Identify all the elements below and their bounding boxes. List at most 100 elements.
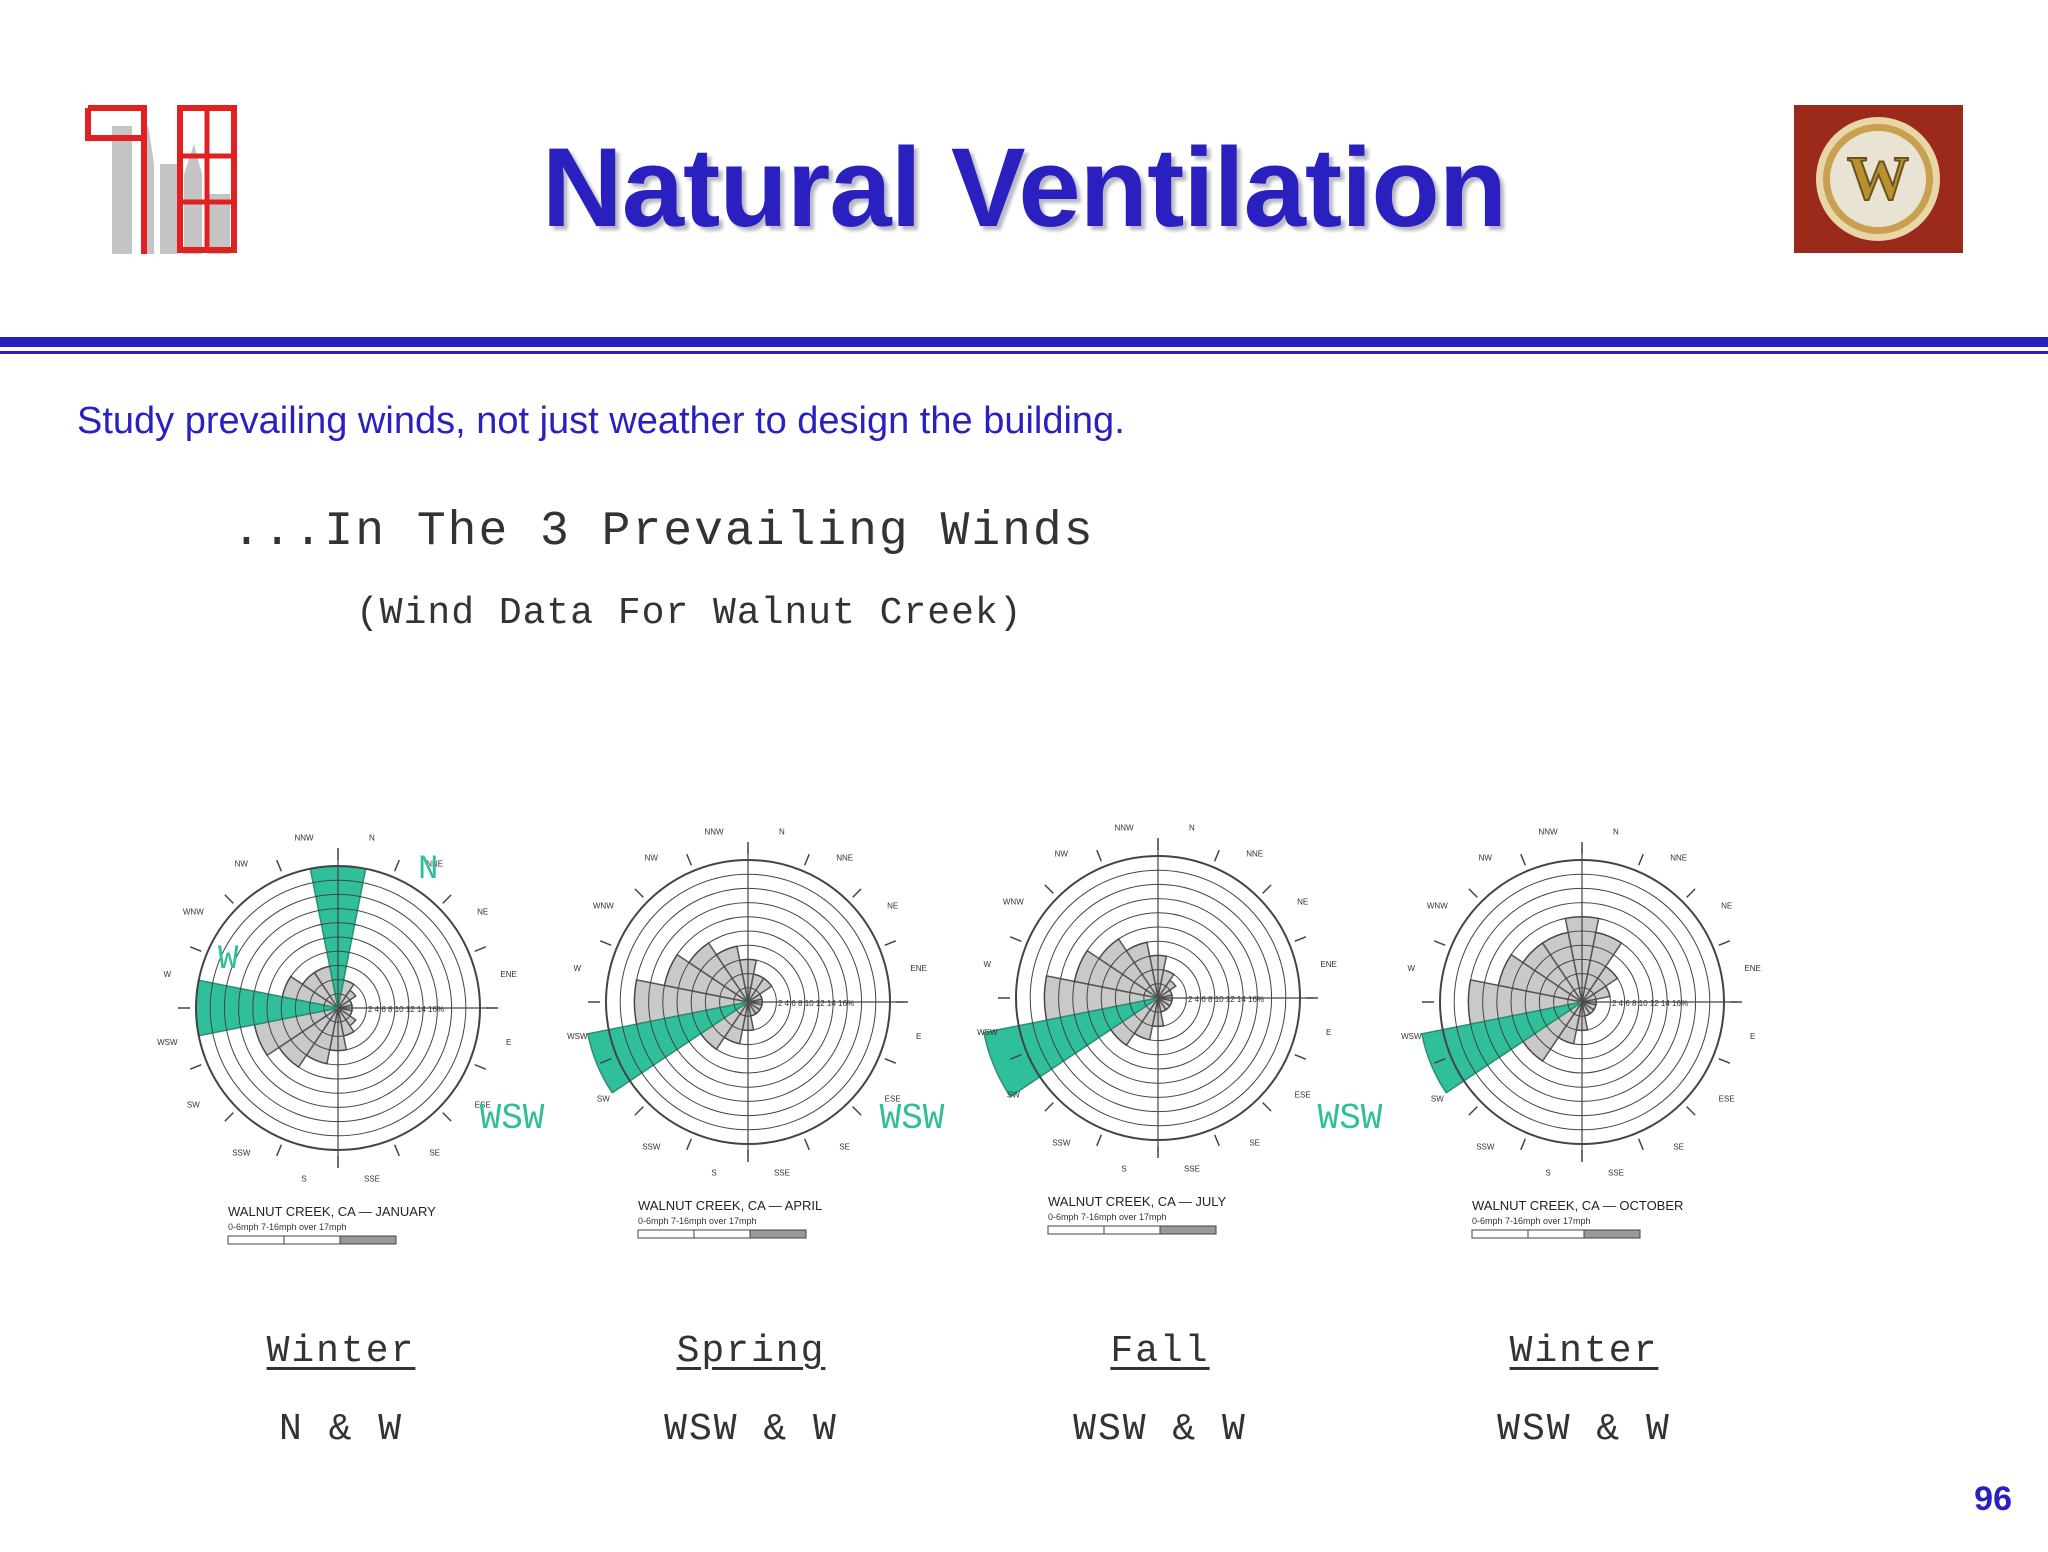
rose-tick (686, 853, 693, 866)
subtitle: Study prevailing winds, not just weather… (77, 400, 1125, 442)
rose-tick (803, 853, 810, 866)
rose-tick (1213, 1134, 1220, 1147)
direction-label: SE (1249, 1139, 1260, 1148)
scale-label: 2 4 6 8 10 12 14 16% (1188, 995, 1264, 1004)
rose-tick (1262, 884, 1272, 894)
direction-label: S (301, 1175, 306, 1184)
season-label-4: Winter (1509, 1330, 1659, 1373)
wsw-label: WSW (880, 1098, 945, 1139)
city-skyline-logo-icon (85, 105, 237, 254)
rose-legend: 0-6mph 7-16mph over 17mph (228, 1222, 347, 1232)
direction-label: N (779, 827, 785, 836)
rose-tick (1009, 1053, 1022, 1060)
rose-tick (1686, 1106, 1696, 1116)
direction-label: NNW (294, 833, 314, 842)
direction-label: S (1545, 1169, 1550, 1178)
rose-tick (1262, 1102, 1272, 1112)
direction-label: SW (597, 1095, 610, 1104)
rose-tick (393, 859, 400, 872)
direction-label: SSE (1608, 1169, 1624, 1178)
wind-sector (1157, 979, 1177, 999)
rose-caption: WALNUT CREEK, CA — APRIL (638, 1198, 822, 1213)
legend-swatch (339, 1235, 397, 1245)
legend-swatch (227, 1235, 285, 1245)
wsw-label: WSW (1318, 1098, 1383, 1139)
direction-label: WNW (593, 901, 614, 910)
direction-label: ESE (475, 1101, 491, 1110)
rose-caption: WALNUT CREEK, CA — OCTOBER (1472, 1198, 1683, 1213)
rose-tick (634, 1106, 644, 1116)
direction-label: SSW (232, 1149, 251, 1158)
prevailing-wind-sector (983, 997, 1159, 1098)
rose-tick (599, 940, 612, 947)
direction-label: WNW (1427, 901, 1448, 910)
wind-heading: ...In The 3 Prevailing Winds (232, 505, 1095, 559)
rose-tick (1468, 888, 1478, 898)
rose-tick (224, 894, 234, 904)
rose-caption: WALNUT CREEK, CA — JANUARY (228, 1204, 436, 1219)
season-label-2: Spring (676, 1330, 826, 1373)
direction-label: WNW (1003, 897, 1024, 906)
svg-text:W: W (1847, 145, 1909, 213)
direction-label: W (164, 970, 172, 979)
wind-callout: W (218, 941, 239, 979)
season-winds-3: WSW & W (1073, 1408, 1247, 1451)
rose-tick (276, 1144, 283, 1157)
rose-tick (1686, 888, 1696, 898)
direction-label: NW (235, 859, 249, 868)
rose-tick (686, 1138, 693, 1151)
direction-label: SW (1431, 1095, 1444, 1104)
rose-tick (1294, 936, 1307, 943)
direction-label: E (916, 1032, 921, 1041)
direction-label: NW (1055, 849, 1069, 858)
direction-label: SSE (1184, 1165, 1200, 1174)
rose-tick (276, 859, 283, 872)
legend-swatch (637, 1229, 695, 1239)
rose-tick (442, 894, 452, 904)
direction-label: SSE (774, 1169, 790, 1178)
season-winds-1: N & W (278, 1408, 404, 1451)
direction-label: NE (1721, 901, 1732, 910)
direction-label: N (369, 833, 375, 842)
rose-tick (1468, 1106, 1478, 1116)
rose-legend: 0-6mph 7-16mph over 17mph (638, 1216, 757, 1226)
rose-tick (852, 888, 862, 898)
direction-label: ENE (1744, 964, 1760, 973)
direction-label: E (506, 1038, 511, 1047)
legend-swatch (283, 1235, 341, 1245)
direction-label: NNW (1114, 823, 1134, 832)
direction-label: ENE (1320, 960, 1336, 969)
wsw-label: WSW (480, 1098, 545, 1139)
rose-tick (1044, 884, 1054, 894)
season-label-3: Fall (1110, 1330, 1210, 1373)
direction-label: SW (187, 1101, 200, 1110)
direction-label: WSW (1401, 1032, 1422, 1041)
wind-rose-4: N NNE NE ENE E ESE SE SSE S SSW SW WSW W WNW NW NNW 2 4 … (1401, 827, 1761, 1239)
direction-label: SW (1007, 1091, 1020, 1100)
rose-tick (1213, 849, 1220, 862)
scale-label: 2 4 6 8 10 12 14 16% (368, 1005, 444, 1014)
legend-swatch (1527, 1229, 1585, 1239)
wind-sector (337, 989, 357, 1009)
page-number: 96 (1974, 1480, 2012, 1518)
rose-tick (224, 1112, 234, 1122)
rose-legend: 0-6mph 7-16mph over 17mph (1048, 1212, 1167, 1222)
direction-label: NE (887, 901, 898, 910)
direction-label: W (574, 964, 582, 973)
direction-label: N (1189, 823, 1195, 832)
direction-label: ESE (1295, 1091, 1311, 1100)
direction-label: E (1750, 1032, 1755, 1041)
direction-label: S (711, 1169, 716, 1178)
wind-subheading: (Wind Data For Walnut Creek) (356, 592, 1023, 635)
rose-tick (1718, 940, 1731, 947)
rose-tick (1433, 1057, 1446, 1064)
rose-tick (1009, 936, 1022, 943)
rose-tick (442, 1112, 452, 1122)
rose-tick (803, 1138, 810, 1151)
direction-label: ESE (885, 1095, 901, 1104)
prevailing-wind-sector (1420, 1001, 1583, 1094)
season-label-1: Winter (266, 1330, 416, 1373)
direction-label: NNW (1538, 827, 1558, 836)
wind-rose-2: N NNE NE ENE E ESE SE SSE S SSW SW WSW W WNW NW NNW 2 4 … (567, 827, 927, 1239)
